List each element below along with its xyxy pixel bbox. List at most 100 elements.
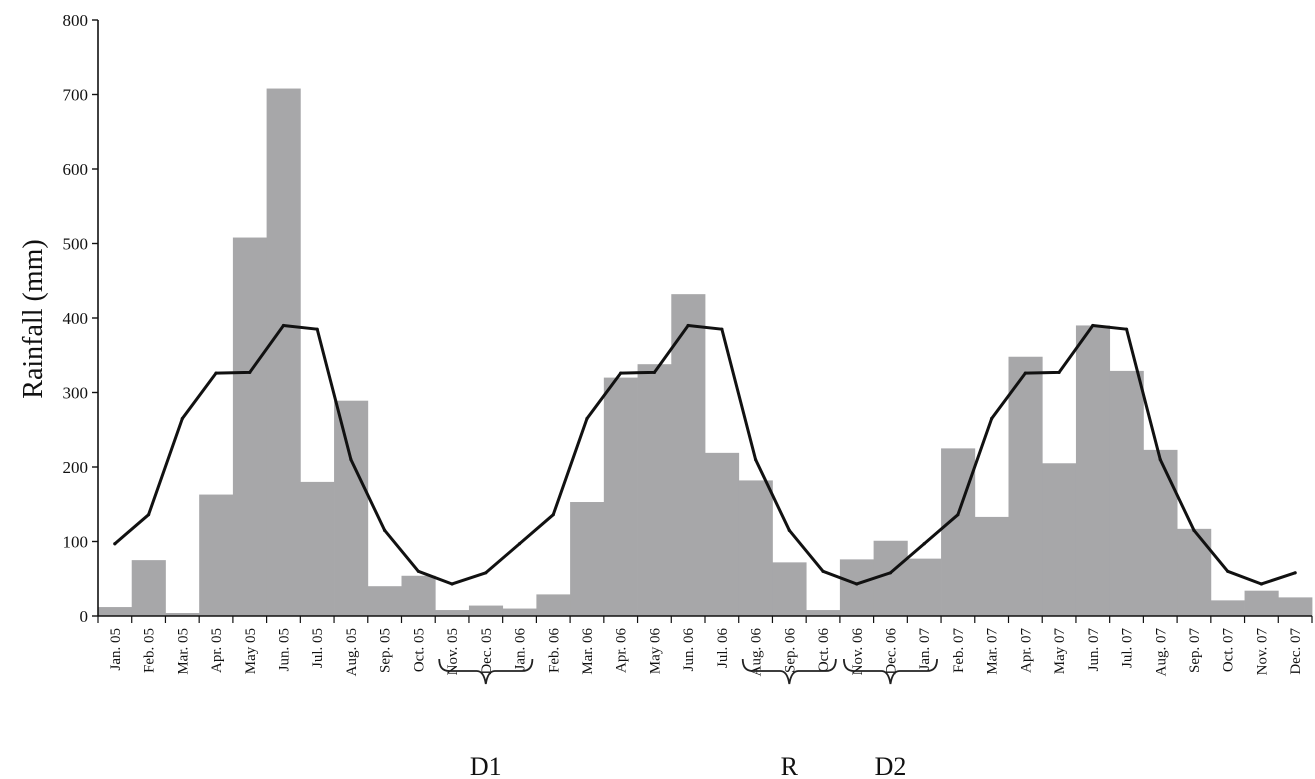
line-point-22: [855, 582, 859, 586]
x-tick-label: Apr. 07: [1018, 628, 1034, 674]
x-tick-label: Aug. 06: [749, 628, 765, 677]
bar-17: [671, 294, 706, 616]
bar-0: [98, 607, 133, 616]
average-line: [113, 323, 1297, 586]
x-tick-label: Sep. 06: [782, 628, 798, 674]
x-tick-label: Oct. 07: [1221, 628, 1237, 673]
line-point-2: [180, 416, 184, 421]
line-point-15: [619, 371, 623, 375]
bar-series: [98, 88, 1313, 617]
line-point-18: [720, 327, 724, 331]
bar-3: [199, 494, 234, 616]
bar-25: [941, 448, 976, 617]
bar-30: [1109, 370, 1144, 616]
bar-26: [974, 516, 1009, 616]
line-point-25: [956, 513, 960, 517]
bar-28: [1042, 463, 1077, 616]
line-point-19: [753, 457, 758, 462]
y-tick-label: 200: [63, 458, 89, 477]
line-point-1: [146, 513, 151, 517]
line-point-29: [1091, 323, 1095, 328]
x-tick-label: Jul. 05: [310, 628, 326, 668]
x-tick-label: Dec. 06: [883, 628, 899, 675]
x-tick-label: Feb. 07: [951, 628, 967, 674]
line-point-3: [214, 371, 218, 375]
bar-27: [1008, 356, 1043, 616]
y-tick-label: 400: [63, 309, 89, 328]
line-point-33: [1226, 569, 1230, 573]
y-tick-label: 600: [63, 160, 89, 179]
x-tick-label: May 05: [243, 628, 259, 674]
bar-6: [300, 481, 335, 616]
x-tick-label: May 06: [647, 628, 663, 675]
bar-18: [705, 452, 740, 616]
line-point-11: [484, 571, 488, 575]
bar-4: [232, 237, 268, 617]
x-tick-label: Jun. 07: [1086, 628, 1102, 672]
x-tick-label: Feb. 06: [546, 628, 562, 674]
line-point-20: [787, 528, 791, 532]
x-tick-label: Jan. 06: [513, 628, 529, 671]
bar-13: [536, 594, 571, 616]
x-tick-label: Jun. 06: [681, 628, 697, 672]
line-point-35: [1293, 571, 1297, 575]
bar-5: [266, 88, 301, 617]
x-tick-label: Jun. 05: [276, 628, 292, 671]
bar-14: [570, 502, 605, 616]
bar-35: [1278, 597, 1313, 617]
line-point-30: [1124, 327, 1129, 331]
x-tick-label: Dec. 07: [1288, 628, 1304, 675]
x-tick-label: Apr. 05: [209, 628, 225, 673]
line-point-5: [281, 323, 286, 328]
bar-31: [1143, 449, 1178, 616]
line-point-34: [1259, 582, 1264, 586]
y-tick-label: 700: [63, 86, 89, 105]
bar-32: [1177, 528, 1212, 616]
line-point-17: [686, 323, 690, 328]
y-tick-label: 500: [63, 235, 89, 254]
bar-20: [772, 562, 807, 616]
bar-23: [873, 540, 908, 616]
line-point-8: [383, 528, 387, 532]
y-tick-label: 0: [80, 607, 89, 626]
x-tick-label: Nov. 07: [1254, 628, 1270, 676]
x-tick-label: Jan. 07: [917, 628, 933, 671]
y-tick-label: 300: [63, 384, 89, 403]
line-point-21: [821, 569, 825, 573]
x-tick-label: Nov. 06: [850, 628, 866, 676]
line-point-13: [551, 513, 555, 517]
period-brace-0: [438, 658, 534, 685]
x-tick-label: Jul. 06: [715, 628, 731, 669]
bar-15: [603, 377, 638, 616]
line-point-32: [1192, 528, 1196, 532]
line-point-24: [922, 542, 926, 546]
line-point-28: [1057, 370, 1061, 374]
period-annotations: D1 R D2: [438, 658, 938, 779]
bar-8: [367, 586, 402, 616]
line-series: [113, 323, 1297, 586]
period-brace-1: [741, 658, 837, 685]
x-tick-label: Apr. 06: [614, 628, 630, 674]
x-tick-label: Jan. 05: [108, 628, 124, 671]
bar-16: [637, 364, 672, 616]
period-label: R: [781, 752, 799, 779]
bar-33: [1210, 600, 1245, 616]
line-point-10: [450, 582, 454, 586]
x-tick-label: Mar. 06: [580, 628, 596, 675]
line-point-26: [990, 416, 994, 421]
period-label: D1: [470, 752, 502, 779]
x-tick-label: Nov. 05: [445, 628, 461, 675]
period-brace-2: [842, 658, 938, 685]
line-point-6: [315, 327, 319, 331]
y-tick-label: 800: [63, 11, 89, 30]
x-tick-label: Oct. 06: [816, 628, 832, 673]
bar-7: [334, 400, 369, 616]
line-point-12: [517, 542, 522, 546]
x-tick-label: Mar. 07: [985, 628, 1001, 675]
line-point-7: [349, 457, 353, 462]
bar-1: [131, 560, 166, 617]
bar-10: [435, 610, 470, 616]
line-point-31: [1158, 457, 1162, 462]
y-tick-label: 100: [63, 533, 89, 552]
line-point-23: [888, 571, 893, 575]
